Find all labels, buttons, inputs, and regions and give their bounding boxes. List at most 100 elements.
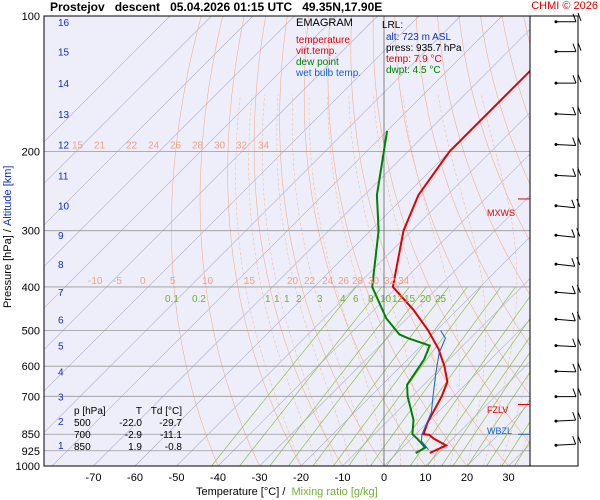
altitude-tick-label: 10 <box>58 202 70 213</box>
wind-barb-flag <box>571 199 576 208</box>
table-cell: 700 <box>74 430 91 441</box>
isotherm <box>342 278 530 466</box>
wind-barb-flag <box>572 411 577 421</box>
series-line-dew-point <box>371 130 432 454</box>
mixing-ratio-label: 3 <box>317 294 323 305</box>
wind-barb-flag <box>577 12 582 21</box>
mixing-ratio-line <box>501 421 530 466</box>
series-line-wet-bulb-temp- <box>420 330 446 451</box>
theta-label: 30 <box>368 276 380 287</box>
mixing-ratio-label: 8 <box>368 294 374 305</box>
legend-item: dew point <box>296 57 339 68</box>
y-axis-label: Pressure [hPa] / Altitude [km] <box>2 166 14 308</box>
wind-barb-flag <box>572 13 577 22</box>
legend-title: EMAGRAM <box>296 17 353 29</box>
mixing-ratio-label: 6 <box>353 294 359 305</box>
copyright: CHMI © 2026 <box>531 0 598 12</box>
lrl-line: alt: 723 m ASL <box>386 32 452 43</box>
wind-barb-flag <box>577 362 582 372</box>
temperature-tick-label: -60 <box>127 472 143 484</box>
theta-label: 22 <box>126 140 138 151</box>
wind-barb-flag <box>577 42 582 51</box>
pressure-tick-label: 400 <box>22 282 40 294</box>
dry-adiabat <box>415 16 530 347</box>
altitude-tick-label: 3 <box>58 393 64 404</box>
legend-item: virt.temp. <box>296 46 338 57</box>
temperature-tick-label: 30 <box>502 472 514 484</box>
wind-barb-flag <box>571 312 576 322</box>
temperature-tick-label: -50 <box>169 472 185 484</box>
temperature-tick-label: -10 <box>335 472 351 484</box>
wind-barb-flag <box>577 387 582 396</box>
table-cell: p [hPa] <box>74 406 106 417</box>
lrl-line: dwpt: 4.5 °C <box>386 65 441 76</box>
altitude-tick-label: 13 <box>58 110 70 121</box>
table-row: 500 -22.0 -29.7 <box>74 418 182 430</box>
wind-barb-dot <box>554 344 558 348</box>
lrl-box: LRL: alt: 723 m ASL press: 935.7 hPa temp:… <box>382 20 462 76</box>
wind-barb-flag <box>577 337 582 346</box>
wind-barb-dot <box>554 81 558 85</box>
altitude-tick-label: 15 <box>58 48 70 59</box>
wind-barb <box>555 443 576 446</box>
moist-adiabat <box>327 95 401 466</box>
altitude-tick-label: 9 <box>58 231 64 242</box>
theta-label: 30 <box>214 140 226 151</box>
isotherm <box>44 16 171 143</box>
altitude-tick-label: 8 <box>58 260 64 271</box>
table-cell: 850 <box>74 442 91 453</box>
legend-item: temperature <box>296 35 350 46</box>
mixing-ratio-label: 2 <box>296 294 302 305</box>
isotherm <box>217 153 530 466</box>
table-cell: 500 <box>74 418 91 429</box>
isotherm <box>300 236 530 466</box>
moist-adiabat <box>481 95 518 466</box>
wind-barb-flag <box>577 136 582 145</box>
wind-barb-flag <box>572 74 577 84</box>
temperature-tick-label: -40 <box>210 472 226 484</box>
wind-barb-flag <box>572 435 577 445</box>
wind-barb-flag <box>576 228 581 237</box>
wind-barb-flag <box>572 338 577 347</box>
wind-barb-flag <box>577 105 582 115</box>
mixing-ratio-label: 10 <box>380 294 392 305</box>
wind-barb-dot <box>554 290 558 294</box>
mixing-ratio-label: 0.2 <box>192 294 206 305</box>
table-cell: T <box>135 406 142 417</box>
theta-label: 20 <box>287 276 299 287</box>
table-cell: -22.0 <box>119 418 142 429</box>
theta-label: 28 <box>192 140 204 151</box>
wind-barb <box>555 345 576 348</box>
wbzl-label: WBZL <box>487 426 513 436</box>
mixing-ratio-label: 25 <box>435 294 447 305</box>
theta-label: 32 <box>384 276 396 287</box>
x-axis-label: Temperature [°C] / Mixing ratio [g/kg] <box>196 486 378 498</box>
wind-barb-dot <box>554 419 558 423</box>
pressure-tick-label: 500 <box>22 326 40 338</box>
mixing-ratio-label: 1 <box>265 294 271 305</box>
station-name: Prostejov <box>50 0 105 14</box>
wind-barb-flag <box>576 311 581 321</box>
wind-barb-flag <box>577 410 582 420</box>
pressure-tick-label: 925 <box>22 446 40 458</box>
wind-barb <box>555 174 576 177</box>
moist-adiabat <box>308 95 385 466</box>
theta-label: 34 <box>258 140 270 151</box>
wind-barb <box>555 205 575 209</box>
altitude-tick-label: 7 <box>58 288 64 299</box>
mixing-ratio-label: 1 <box>274 294 280 305</box>
dry-adiabat <box>588 16 600 466</box>
wind-barb-flag <box>577 167 582 176</box>
altitude-tick-label: 5 <box>58 342 64 353</box>
theta-label: 15 <box>244 276 256 287</box>
table-cell: Td [°C] <box>150 406 182 417</box>
wind-barb-flag <box>576 198 581 207</box>
lrl-line: temp: 7.9 °C <box>386 54 442 65</box>
wind-barb-dot <box>554 317 558 321</box>
moist-adiabat <box>402 95 460 466</box>
wind-barb-dot <box>554 143 558 147</box>
isotherm <box>44 16 337 309</box>
wind-barb <box>555 370 576 373</box>
dry-adiabat <box>437 16 530 296</box>
moist-adiabat <box>499 367 530 466</box>
